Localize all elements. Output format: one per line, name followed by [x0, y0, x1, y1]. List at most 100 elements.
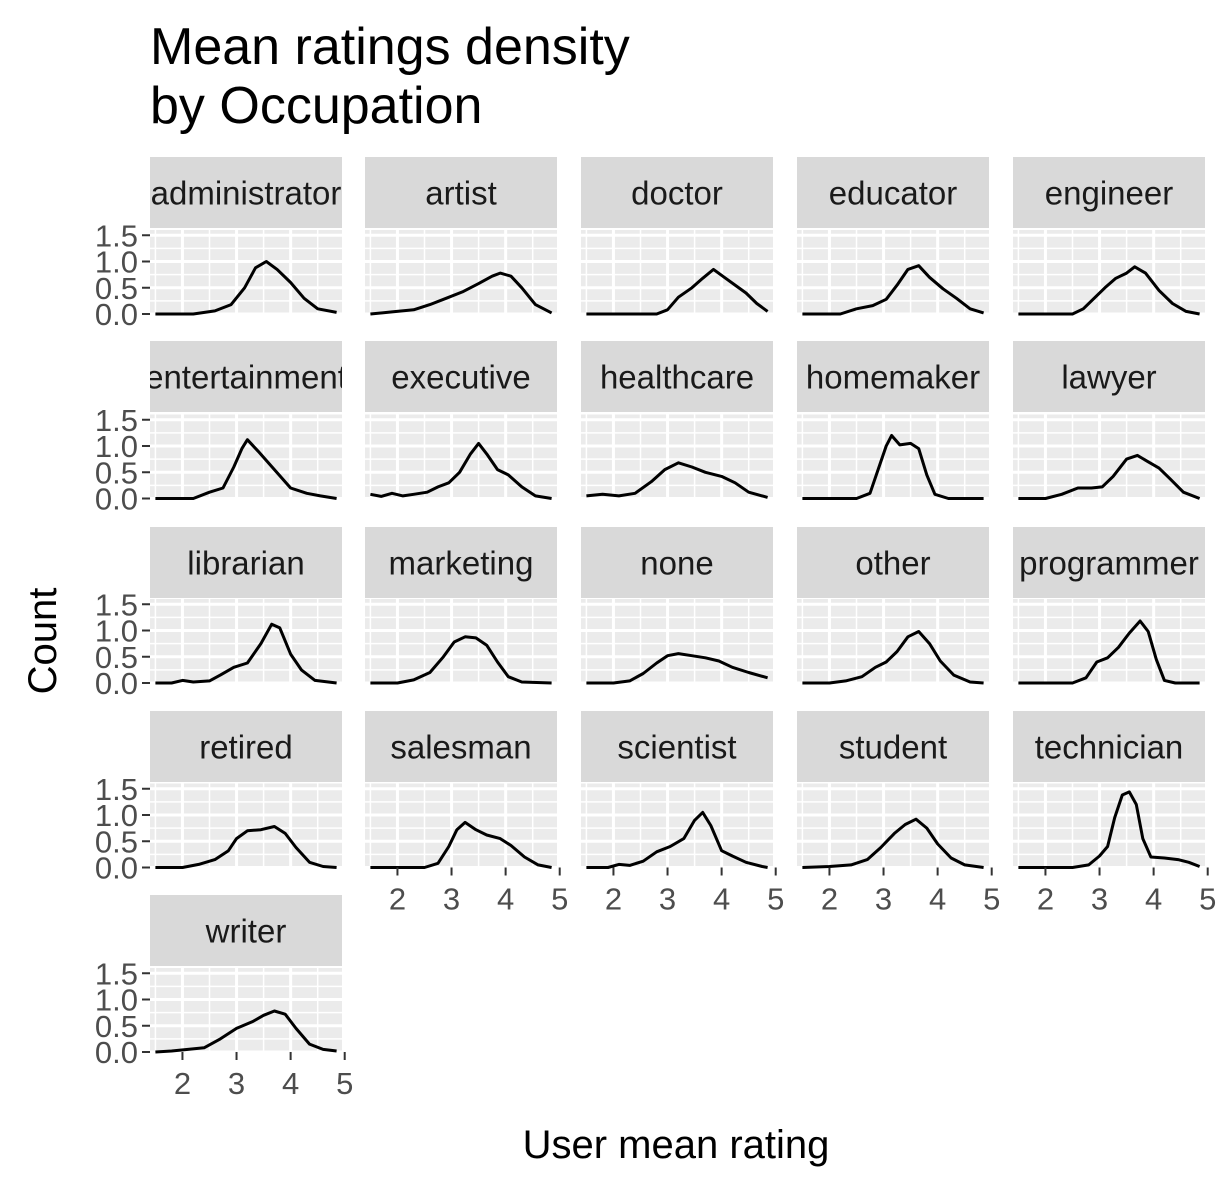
panel-grid [150, 414, 342, 500]
y-tick-label: 0.0 [95, 1035, 138, 1070]
x-tick-label: 3 [228, 1066, 245, 1101]
panel-grid [1013, 230, 1205, 316]
facet-entertainment: entertainment 0.00.51.01.5 [95, 341, 347, 517]
density-line [370, 635, 552, 685]
x-tick-label: 5 [767, 882, 784, 917]
density-line [802, 630, 984, 685]
facet-strip [365, 527, 557, 598]
y-tick-label: 1.0 [95, 614, 138, 649]
density-line [586, 810, 768, 869]
panel-grid [1013, 414, 1205, 500]
facet-strip-label: salesman [390, 729, 531, 766]
y-tick-label: 1.0 [95, 798, 138, 833]
facet-scientist: scientist 2 3 4 5 [581, 711, 784, 917]
y-tick-label: 1.0 [95, 429, 138, 464]
facet-strip-label: technician [1035, 729, 1184, 766]
facet-strip [365, 711, 557, 782]
facet-engineer: engineer [1013, 157, 1205, 316]
y-tick-label: 0.0 [95, 666, 138, 701]
facet-strip-label: educator [829, 175, 957, 212]
facet-strip-label: entertainment [145, 359, 347, 396]
y-tick-label: 0.5 [95, 455, 138, 490]
facet-strip-label: executive [391, 359, 530, 396]
facet-strip [150, 711, 342, 782]
y-tick-label: 0.5 [95, 640, 138, 675]
facet-strip-label: healthcare [600, 359, 754, 396]
y-tick-label: 0.5 [95, 824, 138, 859]
density-line [802, 434, 984, 500]
facet-strip [797, 157, 989, 228]
facet-educator: educator [797, 157, 989, 316]
x-tick-label: 2 [174, 1066, 191, 1101]
facet-strip [365, 157, 557, 228]
facet-strip [150, 527, 342, 598]
y-tick-label: 0.5 [95, 271, 138, 306]
y-axis-title: Count [21, 588, 65, 695]
x-tick-label: 5 [336, 1066, 353, 1101]
density-line [370, 441, 552, 500]
density-line [370, 271, 553, 316]
facet-strip-label: student [839, 729, 947, 766]
facet-executive: executive [365, 341, 557, 500]
facet-strip-label: artist [425, 175, 497, 212]
y-tick-label: 1.0 [95, 983, 138, 1018]
panel-grid [150, 783, 342, 869]
density-line [370, 820, 552, 869]
x-tick-label: 3 [659, 882, 676, 917]
x-tick-label: 2 [1037, 882, 1054, 917]
y-tick-label: 0.5 [95, 1009, 138, 1044]
x-tick-label: 5 [551, 882, 568, 917]
density-line [1018, 619, 1200, 685]
density-line [586, 267, 769, 316]
facet-strip-label: homemaker [806, 359, 980, 396]
density-line [155, 825, 337, 869]
facet-strip [581, 157, 773, 228]
facet-strip-label: none [640, 545, 713, 582]
density-line [586, 461, 768, 499]
facet-retired: retired 0.00.51.01.5 [95, 711, 342, 886]
facet-strip [1013, 711, 1205, 782]
x-tick-label: 2 [605, 882, 622, 917]
chart-title-line-2: by Occupation [150, 77, 482, 135]
facet-none: none [581, 527, 773, 685]
panel-grid [581, 414, 773, 500]
panel-grid [365, 599, 557, 685]
facet-strip-label: other [855, 545, 930, 582]
facet-strip-label: doctor [631, 175, 723, 212]
density-line [1018, 453, 1201, 500]
y-tick-label: 1.0 [95, 245, 138, 280]
density-line [802, 264, 985, 316]
facet-strip [797, 527, 989, 598]
y-tick-label: 1.5 [95, 772, 138, 807]
x-tick-label: 2 [821, 882, 838, 917]
y-tick-label: 1.5 [95, 956, 138, 991]
x-tick-label: 5 [983, 882, 1000, 917]
facet-lawyer: lawyer [1013, 341, 1205, 500]
facet-librarian: librarian 0.00.51.01.5 [95, 527, 342, 701]
density-line [1018, 265, 1200, 316]
y-tick-label: 0.0 [95, 297, 138, 332]
facet-technician: technician 2 3 4 5 [1013, 711, 1216, 917]
facet-strip [1013, 527, 1205, 598]
facet-strip [150, 895, 342, 966]
facet-strip-label: librarian [187, 545, 304, 582]
facet-doctor: doctor [581, 157, 773, 316]
facet-strip [797, 341, 989, 412]
density-line [155, 622, 337, 685]
density-line [155, 438, 337, 500]
facet-strip [581, 527, 773, 598]
facet-strip-label: programmer [1019, 545, 1199, 582]
x-axis-title: User mean rating [523, 1123, 830, 1167]
x-tick-label: 3 [875, 882, 892, 917]
facet-healthcare: healthcare [581, 341, 773, 500]
y-tick-label: 0.0 [95, 482, 138, 517]
facet-student: student 2 3 4 5 [797, 711, 1000, 917]
facet-strip-label: lawyer [1061, 359, 1156, 396]
x-tick-label: 3 [1091, 882, 1108, 917]
facet-strip-label: marketing [389, 545, 534, 582]
x-tick-label: 3 [443, 882, 460, 917]
facet-writer: writer 0.00.51.01.5 2 3 4 5 [95, 895, 353, 1101]
facet-strip-label: engineer [1045, 175, 1173, 212]
